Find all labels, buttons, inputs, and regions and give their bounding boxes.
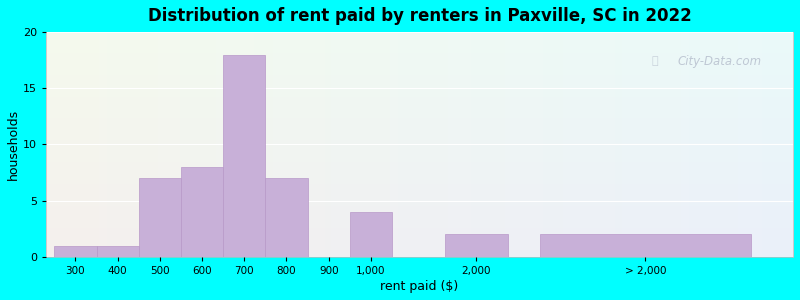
Bar [445, 234, 508, 257]
Bar [54, 246, 97, 257]
Bar [138, 178, 181, 257]
Bar [350, 212, 392, 257]
Y-axis label: households: households [7, 109, 20, 180]
Title: Distribution of rent paid by renters in Paxville, SC in 2022: Distribution of rent paid by renters in … [147, 7, 691, 25]
Text: City-Data.com: City-Data.com [678, 55, 762, 68]
Bar [97, 246, 138, 257]
Bar [266, 178, 307, 257]
Bar [540, 234, 751, 257]
Bar [223, 55, 266, 257]
X-axis label: rent paid ($): rent paid ($) [380, 280, 458, 293]
Text: 🔍: 🔍 [651, 56, 658, 66]
Bar [181, 167, 223, 257]
